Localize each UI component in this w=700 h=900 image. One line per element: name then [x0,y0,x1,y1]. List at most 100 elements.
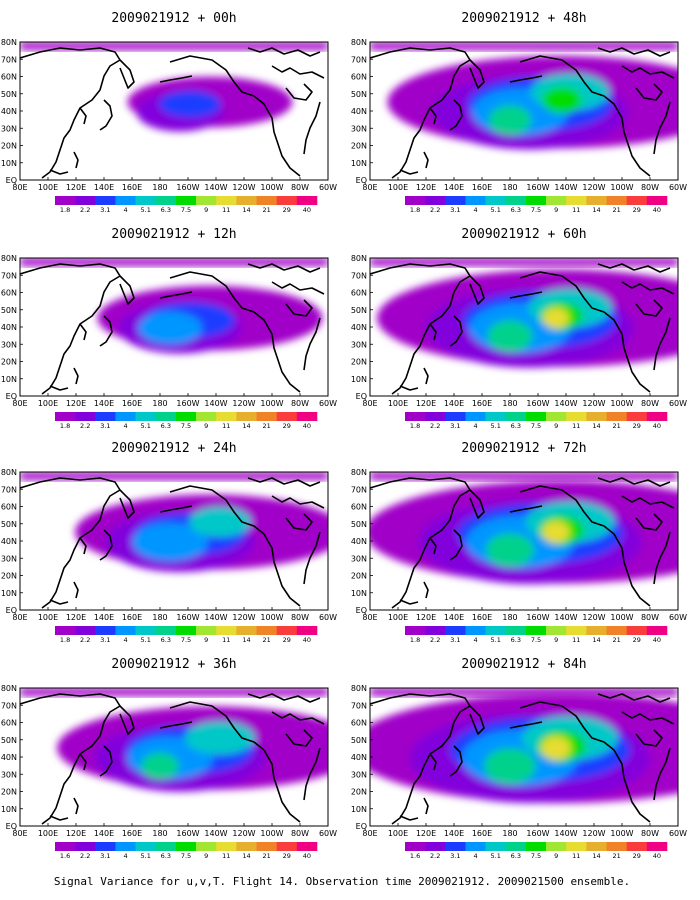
colorbar: 1.6 2.2 3.1 4 5.1 6.3 7.5 9 11 14 21 29 40 [55,842,318,860]
panel-title: 2009021912 + 12h [111,227,236,242]
colorbar-swatch [626,412,648,421]
lon-tick-label: 100E [38,613,58,622]
colorbar-label: 5.1 [141,636,151,644]
lon-tick-label: 100W [610,829,633,838]
panel-title: 2009021912 + 60h [461,227,586,242]
colorbar-label: 3.1 [450,422,460,430]
colorbar-label: 11 [572,852,580,860]
lon-tick-label: 180 [152,183,167,192]
colorbar-swatch [75,626,96,635]
lon-tick-label: 100E [388,613,408,622]
lon-tick-label: 100E [38,829,58,838]
lon-tick-label: 120E [416,399,436,408]
panel-title: 2009021912 + 84h [461,657,586,672]
lon-tick-label: 120E [66,183,86,192]
lon-tick-label: 160E [472,399,492,408]
colorbar-label: 3.1 [100,206,110,214]
lat-tick-label: 30N [1,340,17,349]
lon-tick-label: 80W [641,829,659,838]
colorbar-label: 29 [283,852,291,860]
colorbar-label: 4 [473,422,477,430]
lon-tick-label: 140E [94,613,114,622]
colorbar-label: 9 [204,852,208,860]
colorbar-label: 11 [222,422,230,430]
lat-tick-label: 20N [351,142,367,151]
colorbar-swatch [135,196,157,205]
lat-tick-label: EQ [356,392,367,401]
lat-tick-label: 70N [1,701,17,710]
colorbar-label: 11 [222,636,230,644]
colorbar-label: 21 [262,206,270,214]
lon-tick-label: 80E [12,613,27,622]
colorbar-label: 29 [633,422,641,430]
lon-tick-label: 100E [388,183,408,192]
colorbar-label: 1.8 [410,206,420,214]
lat-tick-label: 70N [351,55,367,64]
lat-tick-label: 70N [1,485,17,494]
lon-tick-label: 80W [641,399,659,408]
lon-tick-label: 120W [582,829,605,838]
colorbar-swatch [155,626,177,635]
colorbar-label: 5.1 [141,422,151,430]
lon-tick-label: 160E [122,613,142,622]
coastlines [370,477,675,609]
panel-title: 2009021912 + 72h [461,441,586,456]
lon-tick-label: 180 [152,613,167,622]
colorbar-swatch [216,196,237,205]
lon-tick-label: 60W [669,183,687,192]
colorbar-label: 11 [572,636,580,644]
colorbar-label: 7.5 [181,422,191,430]
colorbar-swatch [95,842,116,851]
lon-tick-label: 160W [526,399,549,408]
colorbar-swatch [566,196,587,205]
colorbar-swatch [485,842,507,851]
colorbar-swatch [196,626,217,635]
lon-tick-label: 120E [416,613,436,622]
colorbar-swatch [95,626,116,635]
colorbar: 1.8 2.2 3.1 4 5.1 6.3 7.5 9 11 14 21 29 40 [405,412,668,430]
colorbar-swatch [75,842,96,851]
map-panel-24h: 2009021912 + 24h 80N 70N 60N 50N 40N 30N 20N 10N… [1,441,337,644]
colorbar-swatch [425,626,446,635]
coastlines [20,477,325,609]
colorbar-label: 5.1 [141,852,151,860]
colorbar-label: 7.5 [531,852,541,860]
lat-tick-label: 70N [351,485,367,494]
colorbar-swatch [95,196,116,205]
lon-tick-label: 140W [554,829,577,838]
lat-tick-label: 10N [1,805,17,814]
colorbar-label: 9 [204,636,208,644]
colorbar-swatch [465,626,486,635]
lon-tick-label: 180 [502,183,517,192]
lon-tick-label: 80W [641,613,659,622]
lat-tick-label: 60N [351,503,367,512]
colorbar-label: 21 [612,206,620,214]
lat-tick-label: 20N [351,788,367,797]
colorbar-swatch [445,412,466,421]
lat-tick-label: 80N [1,254,17,263]
lon-tick-label: 120W [582,183,605,192]
colorbar-label: 9 [554,206,558,214]
colorbar-label: 29 [633,206,641,214]
lon-tick-label: 80E [12,183,27,192]
map-panel-72h: 2009021912 + 72h 80N 70N 60N 50N 40N 30N 20N 10N… [351,441,687,644]
colorbar-label: 14 [242,422,250,430]
colorbar-swatch [626,626,648,635]
lat-tick-label: 20N [1,572,17,581]
lat-tick-label: 60N [1,503,17,512]
lat-tick-label: 80N [351,38,367,47]
panel-title: 2009021912 + 24h [111,441,236,456]
lat-tick-label: 40N [1,323,17,332]
colorbar-label: 40 [653,852,661,860]
colorbar-label: 21 [262,852,270,860]
colorbar-swatch [296,626,318,635]
colorbar-swatch [175,626,197,635]
lon-tick-label: 80E [362,829,377,838]
colorbar-label: 5.1 [491,636,501,644]
colorbar-label: 6.3 [511,206,521,214]
colorbar: 1.8 2.2 3.1 4 5.1 6.3 7.5 9 11 14 21 29 40 [55,196,318,214]
colorbar-label: 40 [303,852,311,860]
lat-tick-label: 20N [1,142,17,151]
colorbar-swatch [155,412,177,421]
lat-tick-label: EQ [356,176,367,185]
